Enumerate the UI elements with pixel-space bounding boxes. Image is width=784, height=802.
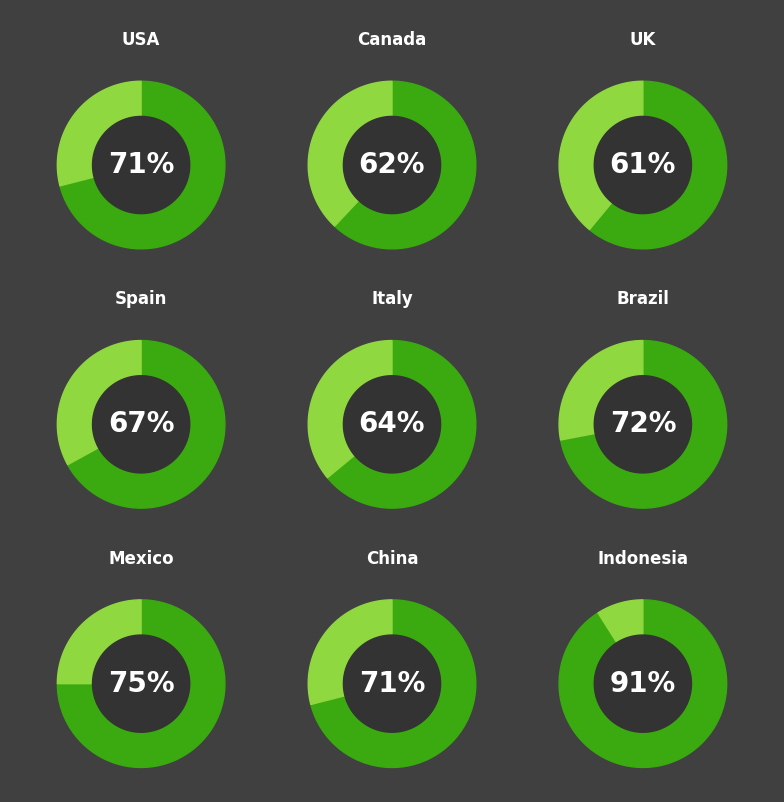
Text: 91%: 91% bbox=[610, 670, 676, 698]
Polygon shape bbox=[559, 600, 727, 768]
Polygon shape bbox=[559, 81, 643, 229]
Polygon shape bbox=[590, 81, 727, 249]
Text: 71%: 71% bbox=[359, 670, 425, 698]
Polygon shape bbox=[57, 341, 141, 464]
Text: Italy: Italy bbox=[371, 290, 413, 308]
Polygon shape bbox=[343, 116, 441, 213]
Text: 64%: 64% bbox=[359, 411, 425, 439]
Text: Mexico: Mexico bbox=[108, 549, 174, 568]
Polygon shape bbox=[335, 81, 476, 249]
Polygon shape bbox=[93, 635, 190, 732]
Polygon shape bbox=[93, 116, 190, 213]
Polygon shape bbox=[57, 81, 141, 186]
Polygon shape bbox=[561, 341, 727, 508]
Text: Canada: Canada bbox=[358, 31, 426, 49]
Text: UK: UK bbox=[630, 31, 656, 49]
Text: 67%: 67% bbox=[108, 411, 174, 439]
Text: 75%: 75% bbox=[108, 670, 174, 698]
Polygon shape bbox=[60, 81, 225, 249]
Text: Spain: Spain bbox=[115, 290, 167, 308]
Text: 71%: 71% bbox=[108, 151, 174, 179]
Polygon shape bbox=[308, 341, 392, 478]
Polygon shape bbox=[67, 341, 225, 508]
Text: USA: USA bbox=[122, 31, 160, 49]
Polygon shape bbox=[328, 341, 476, 508]
Polygon shape bbox=[57, 600, 141, 683]
Polygon shape bbox=[594, 376, 691, 473]
Polygon shape bbox=[559, 341, 643, 440]
Polygon shape bbox=[310, 600, 476, 768]
Text: 62%: 62% bbox=[359, 151, 425, 179]
Polygon shape bbox=[308, 81, 392, 226]
Polygon shape bbox=[594, 635, 691, 732]
Polygon shape bbox=[343, 376, 441, 473]
Polygon shape bbox=[308, 600, 392, 704]
Polygon shape bbox=[57, 600, 225, 768]
Text: 72%: 72% bbox=[610, 411, 676, 439]
Text: Indonesia: Indonesia bbox=[597, 549, 688, 568]
Polygon shape bbox=[93, 376, 190, 473]
Text: 61%: 61% bbox=[610, 151, 676, 179]
Text: China: China bbox=[366, 549, 418, 568]
Polygon shape bbox=[594, 116, 691, 213]
Text: Brazil: Brazil bbox=[616, 290, 670, 308]
Polygon shape bbox=[598, 600, 643, 642]
Polygon shape bbox=[343, 635, 441, 732]
